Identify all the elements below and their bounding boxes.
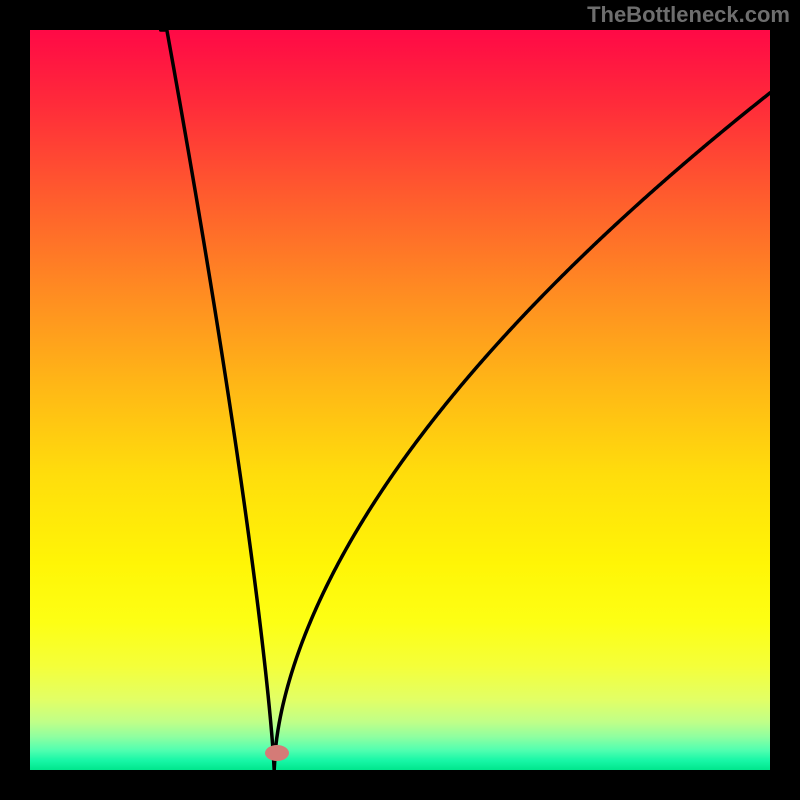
optimum-marker — [265, 745, 289, 761]
chart-container: TheBottleneck.com — [0, 0, 800, 800]
bottleneck-curve — [0, 0, 800, 800]
watermark-text: TheBottleneck.com — [587, 2, 790, 28]
